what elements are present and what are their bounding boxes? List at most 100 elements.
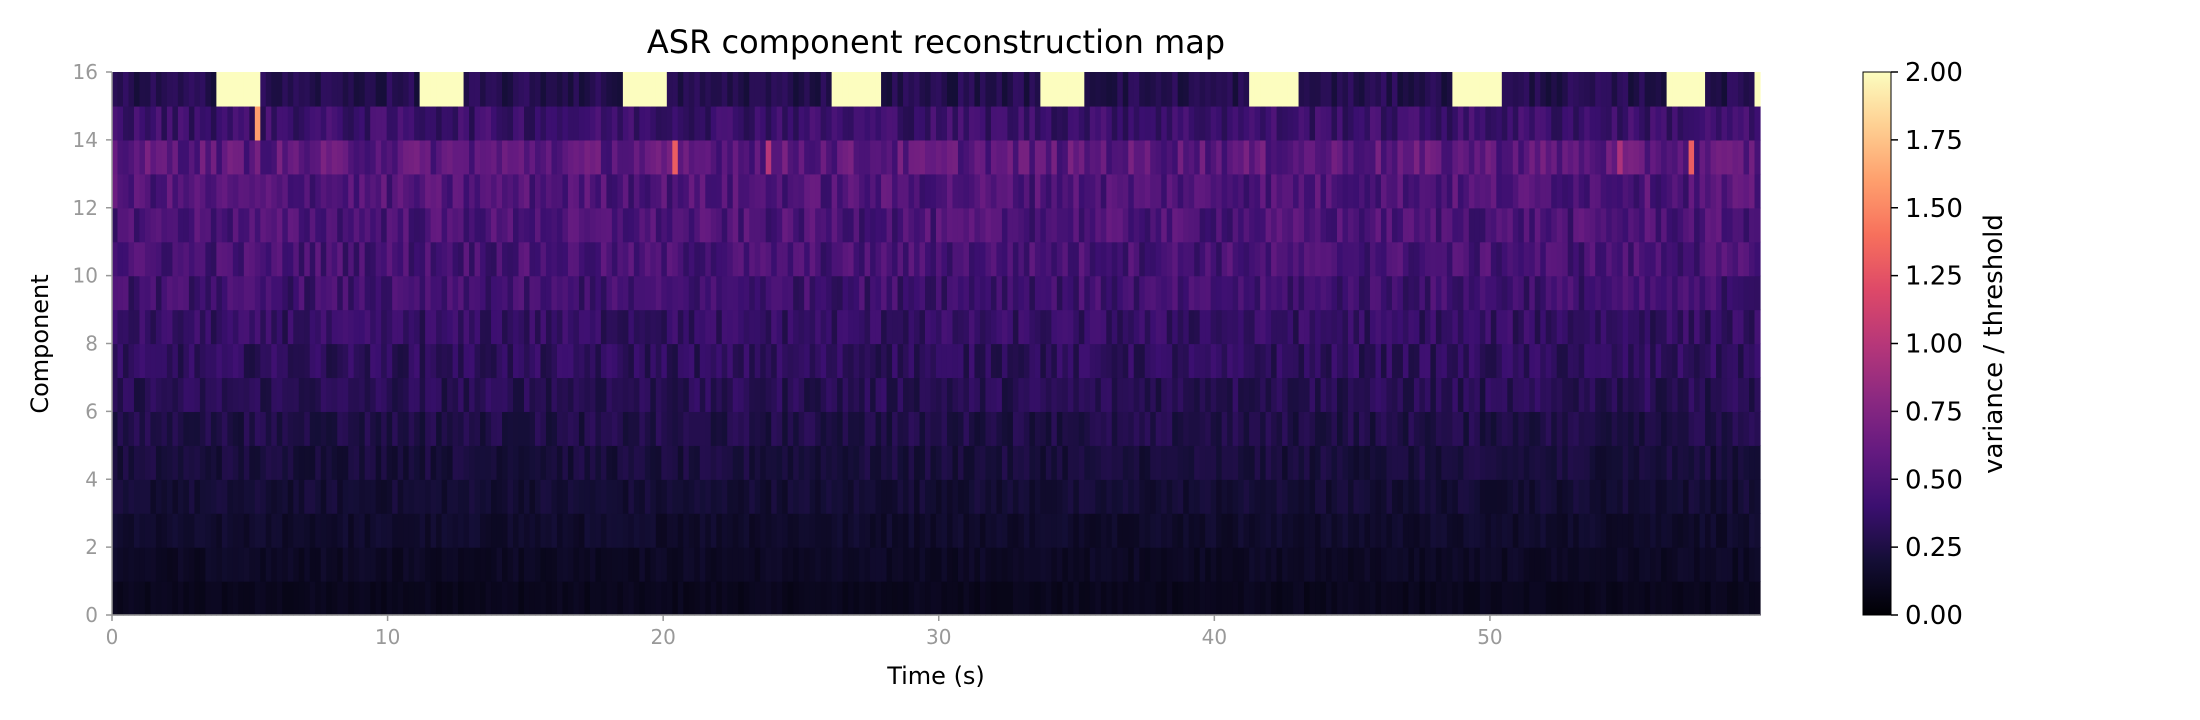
colorbar-tick-label: 1.75	[1905, 126, 1963, 156]
heatmap-cell	[480, 275, 487, 311]
heatmap-cell	[699, 445, 706, 480]
heatmap-cell	[826, 241, 833, 277]
heatmap-cell	[1419, 377, 1426, 412]
heatmap-cell	[1073, 547, 1080, 582]
heatmap-cell	[397, 581, 404, 616]
heatmap-cell	[1699, 173, 1706, 209]
heatmap-cell	[425, 309, 432, 345]
heatmap-cell	[892, 411, 899, 446]
heatmap-cell	[1556, 139, 1563, 175]
heatmap-cell	[1611, 139, 1618, 175]
heatmap-cell	[458, 275, 465, 311]
heatmap-cell	[738, 207, 745, 243]
heatmap-cell	[1260, 173, 1267, 209]
heatmap-cell	[128, 479, 135, 514]
heatmap-cell	[1507, 513, 1514, 548]
heatmap-cell	[1650, 513, 1657, 548]
heatmap-cell	[886, 479, 893, 514]
heatmap-cell	[1100, 445, 1107, 480]
heatmap-cell	[738, 411, 745, 446]
heatmap-cell	[996, 377, 1003, 412]
heatmap-cell	[721, 139, 728, 175]
heatmap-cell	[1391, 547, 1399, 582]
heatmap-cell	[370, 513, 377, 548]
heatmap-cell	[375, 105, 382, 141]
heatmap-cell	[1606, 173, 1613, 209]
heatmap-cell	[117, 241, 124, 277]
heatmap-cell	[1644, 72, 1651, 107]
heatmap-cell	[452, 275, 459, 311]
heatmap-cell	[1331, 479, 1338, 514]
heatmap-cell	[1276, 343, 1283, 379]
heatmap-cell	[375, 275, 382, 311]
heatmap-cell	[463, 445, 470, 480]
heatmap-cell	[567, 173, 575, 209]
heatmap-cell	[353, 275, 360, 311]
heatmap-cell	[337, 139, 344, 175]
heatmap-cell	[826, 547, 833, 582]
heatmap-cell	[1298, 377, 1305, 412]
heatmap-cell	[249, 309, 256, 345]
heatmap-cell	[144, 72, 152, 107]
heatmap-cell	[622, 241, 629, 277]
heatmap-cell	[348, 547, 355, 582]
heatmap-cell	[886, 72, 893, 107]
heatmap-cell	[227, 207, 234, 243]
heatmap-cell	[979, 72, 987, 107]
heatmap-cell	[666, 241, 673, 277]
heatmap-cell	[282, 479, 289, 514]
heatmap-cell	[243, 547, 250, 582]
heatmap-cell	[342, 275, 349, 311]
heatmap-cell	[1232, 513, 1239, 548]
heatmap-cell	[1677, 72, 1684, 107]
heatmap-cell	[946, 513, 954, 548]
heatmap-cell	[589, 411, 597, 446]
heatmap-cell	[952, 479, 959, 514]
heatmap-cell	[1380, 479, 1388, 514]
heatmap-cell	[1106, 411, 1113, 446]
heatmap-cell	[1040, 513, 1047, 548]
heatmap-cell	[1249, 275, 1256, 311]
heatmap-cell	[183, 207, 190, 243]
heatmap-cell	[1479, 275, 1486, 311]
heatmap-cell	[1639, 72, 1646, 107]
heatmap-cell	[908, 309, 915, 345]
heatmap-cell	[1238, 207, 1245, 243]
heatmap-cell	[353, 479, 360, 514]
heatmap-cell	[1249, 139, 1256, 175]
heatmap-cell	[1628, 207, 1635, 243]
heatmap-cell	[897, 207, 904, 243]
heatmap-cell	[936, 241, 943, 277]
heatmap-cell	[1221, 513, 1228, 548]
heatmap-cell	[963, 343, 970, 379]
heatmap-cell	[903, 445, 910, 480]
heatmap-cell	[447, 105, 454, 141]
heatmap-cell	[914, 309, 921, 345]
heatmap-cell	[826, 207, 833, 243]
heatmap-cell	[436, 513, 443, 548]
heatmap-cell	[1155, 72, 1162, 107]
heatmap-cell	[1106, 445, 1113, 480]
heatmap-cell	[463, 72, 470, 107]
heatmap-cell	[732, 445, 739, 480]
heatmap-cell	[1315, 275, 1322, 311]
heatmap-cell	[524, 173, 531, 209]
heatmap-cell	[914, 173, 921, 209]
heatmap-cell	[1666, 547, 1673, 582]
heatmap-cell	[578, 139, 586, 175]
heatmap-cell	[1419, 173, 1426, 209]
heatmap-cell	[1468, 445, 1475, 480]
heatmap-cell	[524, 275, 531, 311]
heatmap-cell	[892, 72, 899, 107]
heatmap-cell	[644, 411, 651, 446]
heatmap-cell	[1326, 581, 1333, 616]
heatmap-cell	[1276, 72, 1283, 107]
heatmap-cell	[1040, 72, 1047, 107]
heatmap-cell	[370, 207, 377, 243]
heatmap-cell	[1007, 309, 1014, 345]
heatmap-cell	[1562, 275, 1569, 311]
heatmap-cell	[386, 479, 393, 514]
heatmap-cell	[397, 241, 404, 277]
heatmap-cell	[1078, 343, 1085, 379]
heatmap-cell	[1540, 445, 1547, 480]
